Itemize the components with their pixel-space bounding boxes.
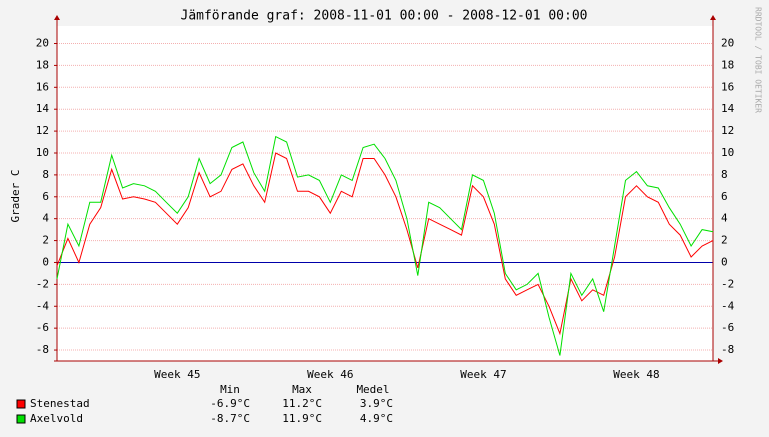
axis-arrow	[710, 15, 716, 20]
y-tick-label: 8	[42, 168, 49, 181]
y2-tick-label: 16	[721, 80, 734, 93]
y-tick-label: 20	[36, 37, 49, 50]
y-tick-label: 10	[36, 146, 49, 159]
y-tick-label: -2	[36, 277, 49, 290]
y2-tick-label: 12	[721, 124, 734, 137]
y2-tick-label: -2	[721, 277, 734, 290]
series-line	[56, 152, 714, 336]
y-tick-label: 16	[36, 80, 49, 93]
y2-tick-label: -6	[721, 321, 734, 334]
y-tick-label: 6	[42, 190, 49, 203]
x-tick-label: Week 46	[307, 368, 353, 381]
stats-header: Medel	[356, 383, 389, 396]
series-line	[56, 135, 714, 356]
stat-value: -6.9°C	[210, 397, 250, 410]
stat-value: 11.9°C	[282, 412, 322, 425]
y2-tick-label: -8	[721, 343, 734, 356]
watermark: RRDTOOL / TOBI OETIKER	[754, 7, 763, 113]
stats-header: Min	[220, 383, 240, 396]
legend-label: Axelvold	[30, 412, 83, 425]
y-tick-label: -8	[36, 343, 49, 356]
x-tick-label: Week 48	[613, 368, 659, 381]
y-tick-label: 12	[36, 124, 49, 137]
y-tick-label: 14	[36, 102, 50, 115]
legend-swatch	[16, 399, 26, 409]
legend-label: Stenestad	[30, 397, 90, 410]
chart-title: Jämförande graf: 2008-11-01 00:00 - 2008…	[181, 9, 588, 24]
y-tick-label: -6	[36, 321, 49, 334]
y-tick-label: 4	[42, 212, 49, 225]
axis-arrow	[54, 15, 60, 20]
y2-tick-label: 6	[721, 190, 728, 203]
stat-value: 11.2°C	[282, 397, 322, 410]
y2-tick-label: 0	[721, 255, 728, 268]
y2-tick-label: 10	[721, 146, 734, 159]
stat-value: 4.9°C	[360, 412, 393, 425]
x-tick-label: Week 45	[154, 368, 200, 381]
y2-tick-label: 4	[721, 212, 728, 225]
y2-tick-label: 20	[721, 37, 734, 50]
stats-header: Max	[292, 383, 312, 396]
x-tick-label: Week 47	[460, 368, 506, 381]
y2-tick-label: 14	[721, 102, 735, 115]
y-tick-label: -4	[36, 299, 50, 312]
plot-area	[57, 26, 713, 361]
y2-tick-label: 8	[721, 168, 728, 181]
y2-tick-label: 18	[721, 58, 734, 71]
y-axis-label: Grader C	[9, 170, 22, 223]
y-tick-label: 18	[36, 58, 49, 71]
stat-value: -8.7°C	[210, 412, 250, 425]
y2-tick-label: 2	[721, 234, 728, 247]
axis-arrow	[718, 358, 723, 364]
stat-value: 3.9°C	[360, 397, 393, 410]
y-tick-label: 2	[42, 234, 49, 247]
y2-tick-label: -4	[721, 299, 735, 312]
y-tick-label: 0	[42, 255, 49, 268]
legend-swatch	[16, 414, 26, 424]
